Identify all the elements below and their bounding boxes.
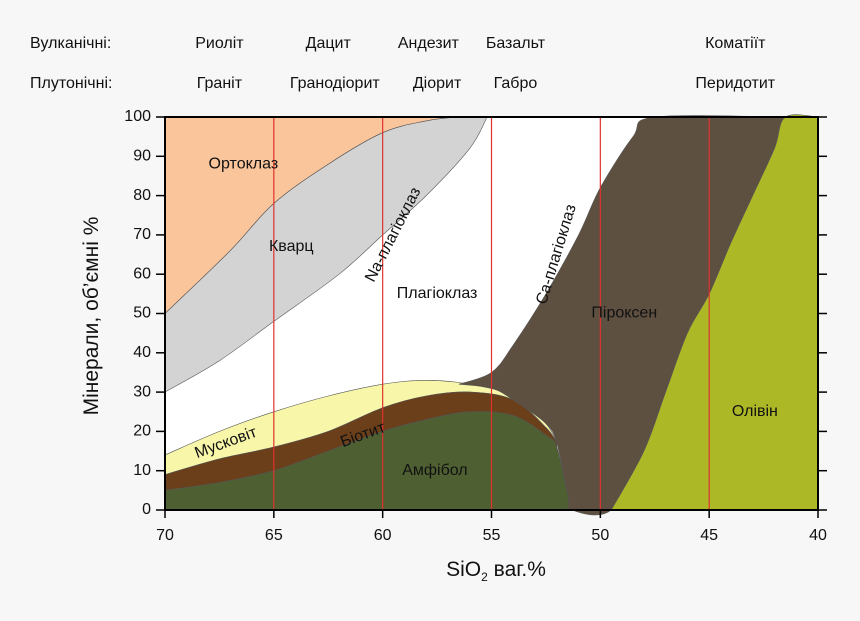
plutonic-rock-name: Гранодіорит — [290, 75, 381, 92]
plutonic-row-label: Плутонічні: — [30, 75, 112, 92]
volcanic-rock-name: Дацит — [306, 35, 352, 52]
mineral-label: Кварц — [269, 238, 314, 255]
mineral-label: Ортоклаз — [209, 155, 279, 172]
volcanic-rock-name: Базальт — [486, 35, 546, 52]
mineral-label: Плагіоклаз — [397, 285, 478, 302]
mineral-label: Амфібол — [402, 462, 467, 479]
volcanic-rock-name: Андезит — [398, 35, 460, 52]
volcanic-row-label: Вулканічні: — [30, 35, 111, 52]
olivine-area — [610, 114, 819, 511]
mineral-label: Піроксен — [591, 305, 657, 322]
x-tick-label: 55 — [483, 527, 501, 544]
y-tick-label: 40 — [133, 344, 151, 361]
y-tick-label: 60 — [133, 265, 151, 282]
amphibole-area — [164, 411, 573, 511]
x-tick-label: 40 — [809, 527, 827, 544]
y-tick-label: 50 — [133, 305, 151, 322]
y-tick-label: 90 — [133, 148, 151, 165]
plutonic-rock-name: Діорит — [413, 75, 462, 92]
y-tick-label: 100 — [124, 108, 151, 125]
y-tick-label: 80 — [133, 187, 151, 204]
y-tick-label: 70 — [133, 226, 151, 243]
mineral-label: Олівін — [732, 403, 778, 420]
reference-lines — [273, 117, 710, 510]
x-tick-label: 60 — [374, 527, 392, 544]
y-tick-label: 20 — [133, 423, 151, 440]
x-tick-label: 70 — [156, 527, 174, 544]
x-axis-title: SiO2 ваг.% — [446, 558, 546, 584]
x-tick-label: 45 — [700, 527, 718, 544]
y-axis-title: Мінерали, об’ємні % — [80, 217, 103, 416]
plutonic-rock-name: Габро — [494, 75, 538, 92]
volcanic-rock-name: Коматіїт — [705, 35, 766, 52]
axes: 0 10 20 30 40 50 60 70 80 90 100 70 65 60 55 50 45 40 — [124, 108, 827, 544]
plutonic-rock-name: Граніт — [197, 75, 243, 92]
x-tick-label: 50 — [591, 527, 609, 544]
y-tick-label: 30 — [133, 383, 151, 400]
x-tick-label: 65 — [265, 527, 283, 544]
y-tick-label: 0 — [142, 501, 151, 518]
volcanic-rock-name: Риоліт — [195, 35, 244, 52]
y-tick-label: 10 — [133, 462, 151, 479]
rock-type-header: Вулканічні: Плутонічні: Риоліт Дацит Андезит… — [30, 35, 776, 92]
plutonic-rock-name: Перидотит — [695, 75, 775, 92]
